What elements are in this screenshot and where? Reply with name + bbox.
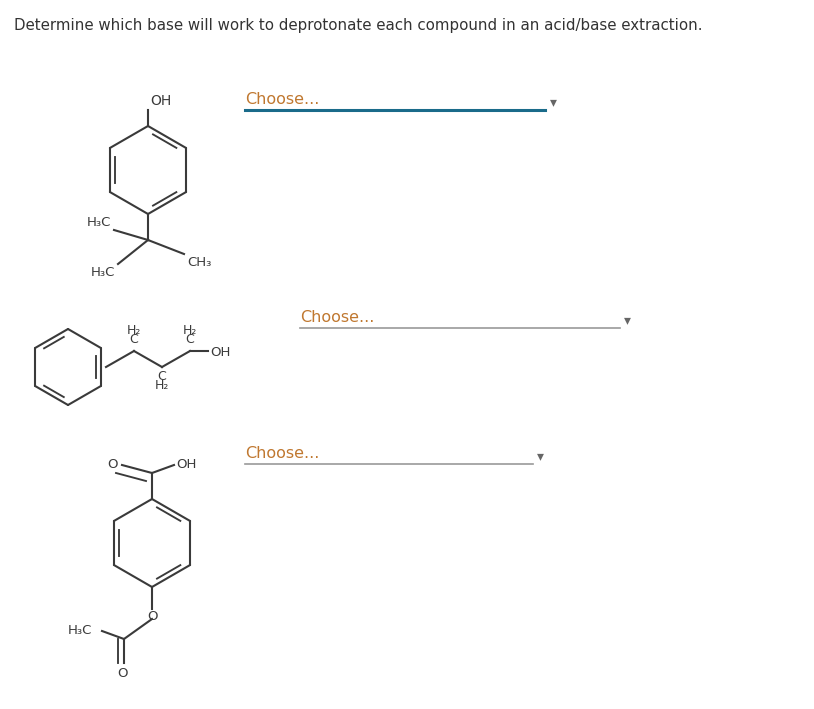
Text: Choose...: Choose... <box>300 310 374 325</box>
Text: H₂: H₂ <box>183 324 197 337</box>
Text: H₃C: H₃C <box>86 216 111 229</box>
Text: CH₃: CH₃ <box>187 256 212 269</box>
Text: Determine which base will work to deprotonate each compound in an acid/base extr: Determine which base will work to deprot… <box>14 18 702 33</box>
Text: H₃C: H₃C <box>68 625 92 637</box>
Text: O: O <box>107 457 118 471</box>
Text: OH: OH <box>150 94 171 108</box>
Text: H₂: H₂ <box>127 324 141 337</box>
Text: C: C <box>158 370 166 383</box>
Text: ▾: ▾ <box>537 449 544 463</box>
Text: ▾: ▾ <box>550 95 557 109</box>
Text: Choose...: Choose... <box>245 92 319 108</box>
Text: H₂: H₂ <box>155 379 169 392</box>
Text: OH: OH <box>210 345 230 359</box>
Text: O: O <box>148 610 158 623</box>
Text: OH: OH <box>176 457 196 471</box>
Text: ▾: ▾ <box>624 313 631 327</box>
Text: C: C <box>186 333 195 346</box>
Text: H₃C: H₃C <box>90 266 115 279</box>
Text: O: O <box>116 667 127 680</box>
Text: C: C <box>129 333 138 346</box>
Text: Choose...: Choose... <box>245 445 319 461</box>
